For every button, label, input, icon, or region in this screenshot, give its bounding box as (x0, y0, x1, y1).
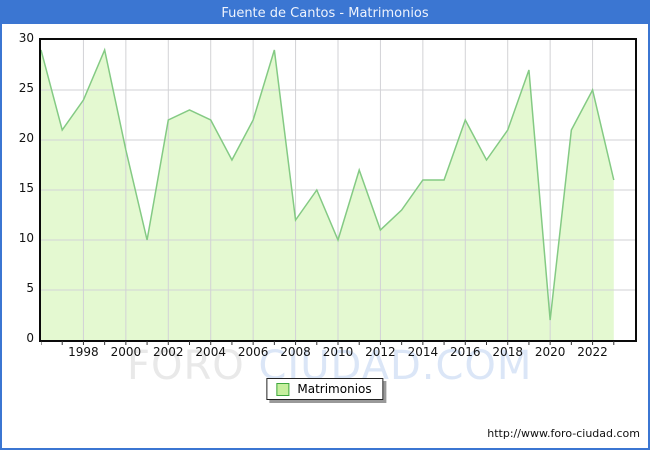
y-tick-label: 25 (18, 81, 34, 95)
x-tick-label: 2004 (195, 345, 226, 359)
y-tick-label: 20 (18, 131, 34, 145)
plot-area (39, 38, 637, 342)
x-tick-label: 1998 (68, 345, 99, 359)
x-tick-label: 2018 (492, 345, 523, 359)
x-axis-ticks (41, 341, 615, 345)
title-bar: Fuente de Cantos - Matrimonios (2, 2, 648, 24)
footer-url[interactable]: http://www.foro-ciudad.com (487, 427, 640, 440)
x-tick-label: 2000 (110, 345, 142, 359)
data-line (41, 47, 615, 321)
legend-label: Matrimonios (297, 382, 372, 396)
x-tick-label: 2016 (450, 345, 481, 359)
y-tick-label: 0 (26, 331, 34, 345)
chart-title: Fuente de Cantos - Matrimonios (221, 6, 429, 21)
x-tick-label: 2020 (534, 345, 566, 359)
watermark: FORO CIUDAD.COM (127, 343, 532, 389)
x-tick-label: 2022 (577, 345, 608, 359)
y-tick-label: 30 (18, 31, 34, 45)
x-tick-label: 2010 (322, 345, 354, 359)
y-tick-label: 10 (18, 231, 34, 245)
x-tick-label: 2014 (407, 345, 439, 359)
x-tick-label: 2006 (237, 345, 269, 359)
x-tick-label: 2002 (153, 345, 184, 359)
watermark-foro: FORO (127, 343, 245, 389)
area-fill (41, 50, 614, 340)
x-tick-label: 2008 (280, 345, 311, 359)
x-tick-label: 2012 (365, 345, 396, 359)
y-tick-label: 5 (26, 281, 34, 295)
y-tick-label: 15 (18, 181, 34, 195)
legend: Matrimonios (266, 378, 384, 400)
legend-swatch (276, 382, 290, 396)
